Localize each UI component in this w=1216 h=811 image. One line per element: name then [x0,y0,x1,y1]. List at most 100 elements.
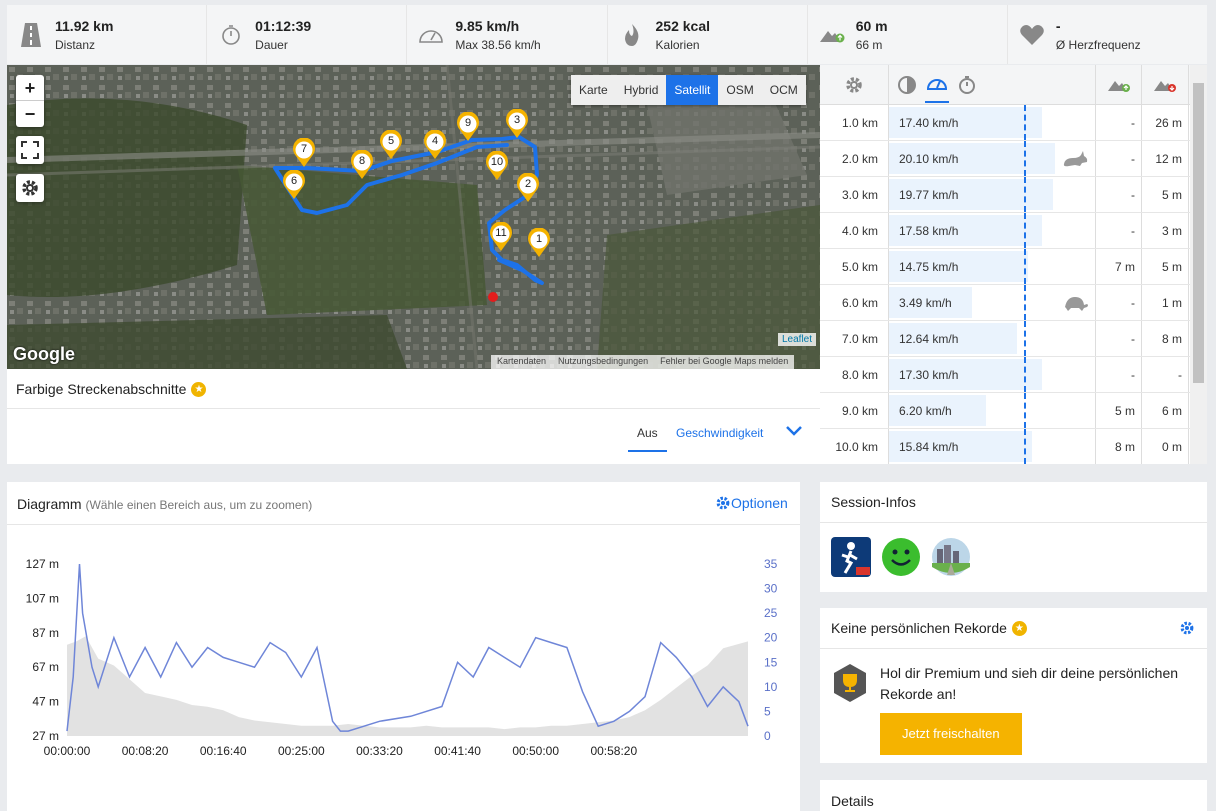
map-type-switcher: Karte Hybrid Satellit OSM OCM [571,75,806,105]
gear-icon [846,76,862,93]
split-speed-bar [889,251,1028,282]
split-descent: 3 m [1142,213,1189,248]
attribution-report-error[interactable]: Fehler bei Google Maps melden [660,356,789,366]
elevation-down-icon [1154,80,1176,92]
flame-icon [618,21,646,49]
x-tick: 00:33:20 [356,744,403,758]
map[interactable]: 1 2 3 4 5 6 7 8 9 10 11 + − Karte Hybrid Satellit OSM… [7,65,820,369]
split-distance: 1.0 km [820,105,889,140]
split-ascent: - [1096,213,1142,248]
diagram-subtitle: (Wähle einen Bereich aus, um zu zoomen) [85,498,313,512]
split-speed: 17.40 km/h [899,115,959,130]
split-marker-7[interactable]: 7 [292,138,316,168]
splits-table: 1.0 km 17.40 km/h -26 m 2.0 km 20.10 km/h -12… [820,65,1207,464]
map-attribution: Kartendaten Nutzungsbedingungen Fehler b… [491,355,795,369]
split-distance: 9.0 km [820,393,889,428]
split-speed: 17.58 km/h [899,223,959,238]
pace-icon[interactable] [897,75,917,95]
split-speed-bar [889,359,1043,390]
runtastic-pro-app-icon[interactable] [831,537,871,577]
segments-title: Farbige Streckenabschnitte ★ [16,381,207,397]
fullscreen-button[interactable] [16,136,44,164]
split-speed-cell: 17.40 km/h [889,105,1096,140]
premium-star-icon: ★ [191,381,207,397]
average-speed-line [1024,105,1026,140]
x-tick: 00:41:40 [434,744,481,758]
split-row[interactable]: 7.0 km 12.64 km/h -8 m [820,321,1207,357]
split-marker-10[interactable]: 10 [485,151,509,181]
splits-scrollbar[interactable] [1190,65,1207,464]
split-speed-bar [889,431,1032,462]
rabbit-icon [1061,150,1089,171]
attribution-map-data[interactable]: Kartendaten [497,356,547,366]
split-marker-8[interactable]: 8 [350,150,374,180]
split-marker-4[interactable]: 4 [423,130,447,160]
map-type-osm[interactable]: OSM [718,75,762,105]
attribution-terms[interactable]: Nutzungsbedingungen [558,356,649,366]
mood-happy-icon[interactable] [881,537,921,577]
split-ascent: 8 m [1096,429,1142,464]
fullscreen-icon [21,141,39,159]
split-descent: 5 m [1142,249,1189,284]
segments-panel: Farbige Streckenabschnitte ★ Aus Geschwi… [7,369,820,464]
x-tick: 00:58:20 [590,744,637,758]
splits-settings-button[interactable] [820,65,889,104]
split-marker-5[interactable]: 5 [379,130,403,160]
split-marker-1[interactable]: 1 [527,228,551,258]
x-tick: 00:00:00 [44,744,91,758]
zoom-in-button[interactable]: + [16,75,44,101]
split-marker-2[interactable]: 2 [516,173,540,203]
y-left-tick: 107 m [26,591,59,605]
stat-value: 60 m [855,17,888,34]
premium-star-icon: ★ [1011,620,1027,636]
split-distance: 6.0 km [820,285,889,320]
leaflet-link[interactable]: Leaflet [778,333,817,346]
split-ascent: 7 m [1096,249,1142,284]
split-row[interactable]: 6.0 km 3.49 km/h -1 m [820,285,1207,321]
map-type-satellit[interactable]: Satellit [666,75,719,105]
split-row[interactable]: 3.0 km 19.77 km/h -5 m [820,177,1207,213]
elevation-up-icon [818,21,846,49]
elevation-speed-chart[interactable]: 127 m 107 m 87 m 67 m 47 m 27 m 35 30 25 20 15 10 5 0… [7,526,800,811]
split-ascent: - [1096,321,1142,356]
split-speed: 20.10 km/h [899,151,959,166]
scrollbar-thumb[interactable] [1193,83,1204,383]
split-descent: 12 m [1142,141,1189,176]
split-speed: 15.84 km/h [899,439,959,454]
splits-header [820,65,1207,105]
y-right-tick: 15 [764,655,778,669]
split-marker-3[interactable]: 3 [505,109,529,139]
diagram-options-button[interactable]: Optionen [715,495,788,511]
map-type-hybrid[interactable]: Hybrid [615,75,667,105]
split-row[interactable]: 2.0 km 20.10 km/h -12 m [820,141,1207,177]
split-row[interactable]: 4.0 km 17.58 km/h -3 m [820,213,1207,249]
segment-dropdown-button[interactable] [785,424,803,443]
map-type-karte[interactable]: Karte [571,75,616,105]
split-marker-9[interactable]: 9 [456,112,480,142]
descent-column-header [1142,65,1189,104]
split-distance: 8.0 km [820,357,889,392]
x-tick: 00:25:00 [278,744,325,758]
map-type-ocm[interactable]: OCM [761,75,806,105]
split-row[interactable]: 1.0 km 17.40 km/h -26 m [820,105,1207,141]
stopwatch-icon[interactable] [957,75,977,95]
unlock-premium-button[interactable]: Jetzt freischalten [880,713,1022,755]
split-marker-6[interactable]: 6 [282,170,306,200]
map-settings-button[interactable] [16,174,44,202]
segment-option-speed[interactable]: Geschwindigkeit [676,426,764,440]
split-speed-bar [889,143,1055,174]
zoom-out-button[interactable]: − [24,104,36,124]
surface-road-icon[interactable] [931,537,971,577]
split-distance: 7.0 km [820,321,889,356]
split-marker-11[interactable]: 11 [489,222,513,252]
split-speed-cell: 12.64 km/h [889,321,1096,356]
stat-label: Ø Herzfrequenz [1055,37,1141,52]
records-settings-button[interactable] [1179,620,1195,639]
google-logo: Google [13,344,75,364]
speed-tab[interactable] [925,74,949,103]
segment-option-off[interactable]: Aus [628,423,667,452]
split-row[interactable]: 8.0 km 17.30 km/h - - [820,357,1207,393]
